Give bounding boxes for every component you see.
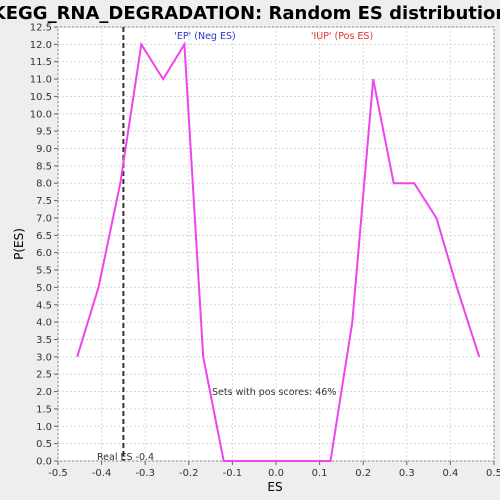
y-tick-label: 12.0 (30, 40, 52, 51)
x-tick-label: -0.3 (135, 468, 155, 479)
chart-title: KEGG_RNA_DEGRADATION: Random ES distribu… (0, 3, 500, 24)
real-es-label: Real ES -0.4 (97, 452, 154, 463)
y-tick-label: 0.0 (36, 457, 52, 468)
x-tick-label: 0.5 (486, 468, 500, 479)
y-tick-label: 0.5 (36, 439, 52, 450)
y-tick-label: 10.5 (30, 92, 52, 103)
x-tick-label: 0.2 (355, 468, 371, 479)
grid-lines (57, 26, 495, 462)
pos-es-label: 'IUP' (Pos ES) (311, 31, 373, 42)
y-tick-label: 8.0 (36, 179, 52, 190)
series-line (76, 41, 481, 462)
x-tick-label: -0.1 (223, 468, 243, 479)
y-tick-label: 2.0 (36, 387, 52, 398)
x-tick-label: -0.2 (179, 468, 199, 479)
pos-scores-annotation: Sets with pos scores: 46% (212, 387, 336, 398)
y-tick-label: 7.5 (36, 196, 52, 207)
y-tick-label: 10.0 (30, 109, 52, 120)
x-axis: -0.5 -0.4 -0.3 -0.2 -0.1 0.0 0.1 0.2 0.3 0.4 0.5 (48, 461, 500, 479)
y-tick-label: 5.0 (36, 283, 52, 294)
y-tick-label: 4.0 (36, 318, 52, 329)
y-tick-label: 6.0 (36, 248, 52, 259)
y-tick-label: 11.0 (30, 75, 52, 86)
y-tick-label: 7.0 (36, 213, 52, 224)
x-axis-label: ES (267, 480, 282, 494)
y-tick-label: 1.0 (36, 422, 52, 433)
y-tick-label: 12.5 (30, 23, 52, 34)
x-tick-label: 0.0 (268, 468, 284, 479)
x-tick-label: 0.1 (312, 468, 328, 479)
y-tick-label: 3.5 (36, 335, 52, 346)
y-tick-label: 3.0 (36, 352, 52, 363)
x-tick-label: -0.4 (92, 468, 112, 479)
x-tick-label: -0.5 (48, 468, 68, 479)
y-tick-label: 2.5 (36, 370, 52, 381)
y-tick-label: 11.5 (30, 57, 52, 68)
y-tick-label: 4.5 (36, 300, 52, 311)
neg-es-label: 'EP' (Neg ES) (174, 31, 235, 42)
y-tick-label: 8.5 (36, 161, 52, 172)
y-tick-label: 6.5 (36, 231, 52, 242)
y-tick-label: 5.5 (36, 266, 52, 277)
y-axis-label: P(ES) (12, 228, 26, 260)
y-tick-label: 1.5 (36, 404, 52, 415)
y-tick-label: 9.5 (36, 127, 52, 138)
y-tick-label: 9.0 (36, 144, 52, 155)
x-tick-label: 0.4 (442, 468, 458, 479)
y-axis: 0.0 0.5 1.0 1.5 2.0 2.5 3.0 3.5 4.0 4.5 5.0 5.5 6.0 6… (30, 23, 58, 468)
x-tick-label: 0.3 (399, 468, 415, 479)
